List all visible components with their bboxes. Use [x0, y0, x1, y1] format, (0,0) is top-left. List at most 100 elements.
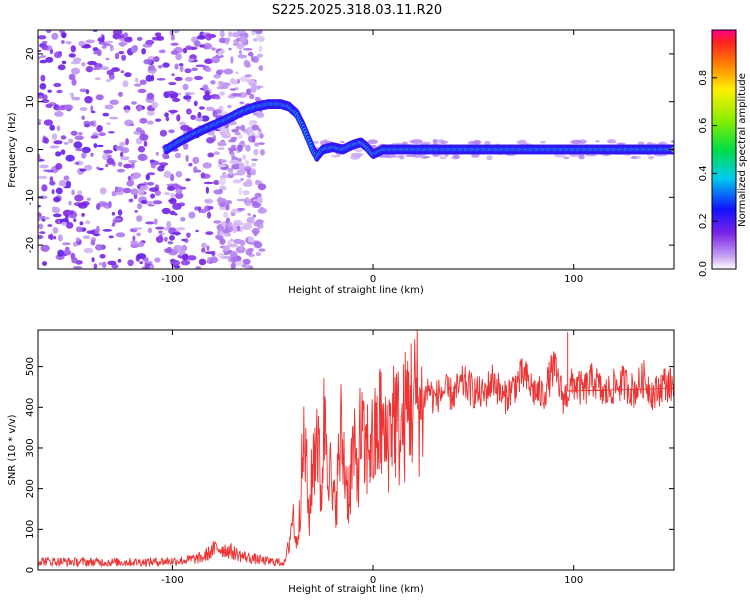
noise-blob: [239, 32, 243, 38]
noise-blob: [136, 253, 147, 260]
noise-blob: [595, 140, 600, 143]
spectrogram-xtick-label: 0: [370, 274, 376, 285]
noise-blob: [205, 231, 214, 236]
noise-blob: [38, 234, 44, 240]
noise-blob: [130, 162, 135, 169]
noise-blob: [121, 54, 127, 61]
noise-blob: [52, 226, 59, 234]
noise-blob: [84, 164, 93, 171]
noise-blob: [182, 83, 189, 91]
noise-blob: [140, 200, 148, 204]
noise-blob: [242, 258, 251, 265]
noise-blob: [170, 193, 176, 199]
noise-blob: [65, 41, 72, 45]
noise-blob: [139, 261, 143, 265]
noise-blob: [236, 43, 245, 50]
noise-blob: [240, 124, 246, 132]
noise-blob: [185, 45, 193, 50]
noise-blob: [41, 40, 48, 44]
noise-blob: [56, 125, 61, 132]
noise-blob: [72, 266, 83, 269]
noise-blob: [422, 155, 430, 159]
noise-blob: [239, 239, 246, 247]
snr-xlabel: Height of straight line (km): [288, 584, 424, 595]
noise-blob: [79, 88, 88, 93]
noise-blob: [221, 228, 230, 234]
noise-blob: [53, 140, 63, 145]
noise-blob: [253, 221, 261, 227]
noise-blob: [187, 127, 193, 130]
spectrogram-xtick-label: 100: [564, 274, 583, 285]
noise-blob: [134, 83, 142, 87]
noise-blob: [236, 208, 246, 211]
noise-blob: [85, 65, 94, 73]
noise-blob: [411, 139, 423, 145]
noise-blob: [114, 52, 120, 60]
noise-blob: [53, 235, 57, 240]
noise-blob: [228, 47, 232, 51]
noise-blob: [172, 183, 179, 186]
noise-blob: [203, 181, 214, 185]
noise-blob: [115, 186, 124, 193]
noise-blob: [38, 49, 42, 53]
noise-blob: [99, 66, 110, 70]
noise-blob: [168, 199, 176, 203]
snr-ytick-label: 100: [25, 520, 36, 539]
noise-blob: [207, 256, 211, 264]
noise-blob: [168, 129, 175, 134]
noise-blob: [440, 140, 449, 144]
noise-blob: [70, 210, 74, 215]
noise-blob: [251, 227, 260, 235]
noise-blob: [107, 154, 112, 159]
noise-blob: [223, 252, 229, 256]
figure-title: S225.2025.318.03.11.R20: [272, 3, 442, 18]
noise-blob: [71, 78, 77, 86]
noise-blob: [232, 93, 242, 97]
noise-blob: [130, 45, 138, 54]
noise-blob: [156, 35, 165, 41]
noise-blob: [145, 74, 153, 82]
noise-blob: [149, 159, 155, 163]
noise-blob: [43, 169, 53, 172]
noise-blob: [240, 140, 245, 145]
noise-blob: [184, 68, 192, 74]
noise-blob: [39, 231, 46, 235]
noise-blob: [563, 156, 570, 160]
noise-blob: [145, 221, 155, 225]
noise-blob: [200, 115, 210, 122]
noise-blob: [232, 219, 243, 227]
noise-blob: [194, 75, 203, 81]
noise-blob: [181, 254, 189, 261]
noise-blob: [60, 135, 67, 140]
noise-blob: [77, 202, 88, 209]
noise-blob: [137, 145, 146, 153]
noise-blob: [104, 40, 114, 44]
noise-blob: [516, 139, 528, 145]
noise-blob: [65, 154, 75, 162]
noise-blob: [158, 230, 163, 234]
colorbar-tick-label: 0.2: [698, 213, 709, 229]
noise-blob: [211, 250, 216, 257]
noise-blob: [45, 30, 52, 34]
noise-blob: [207, 206, 214, 210]
noise-blob: [185, 154, 189, 162]
noise-blob: [163, 170, 172, 178]
noise-blob: [38, 175, 48, 179]
noise-blob: [254, 135, 260, 139]
noise-blob: [175, 171, 183, 178]
noise-blob: [218, 130, 226, 135]
noise-blob: [70, 45, 77, 53]
noise-blob: [111, 191, 117, 197]
noise-blob: [38, 56, 41, 60]
noise-blob: [610, 141, 617, 144]
noise-blob: [47, 89, 52, 93]
noise-blob: [239, 246, 243, 250]
noise-blob: [205, 106, 215, 111]
colorbar-label: Normalized spectral amplitude: [737, 73, 748, 227]
noise-blob: [195, 229, 199, 233]
noise-blob: [146, 92, 155, 100]
noise-blob: [313, 140, 320, 144]
noise-blob: [58, 179, 66, 187]
noise-blob: [102, 112, 110, 117]
noise-blob: [484, 140, 491, 146]
